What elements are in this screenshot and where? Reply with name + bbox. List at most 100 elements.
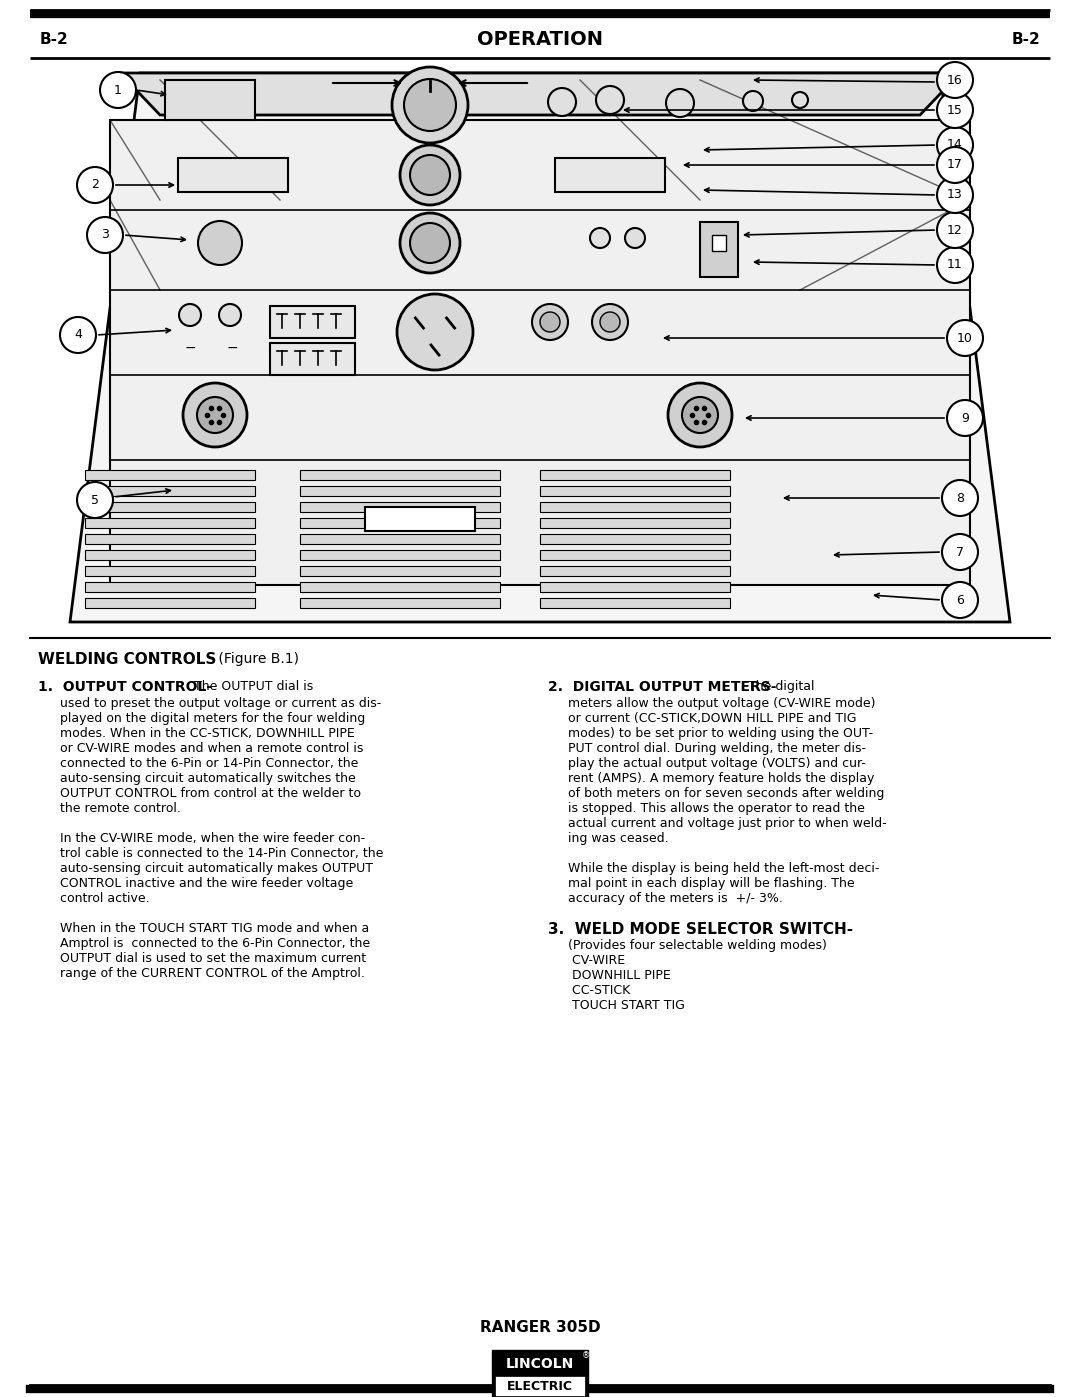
Text: PUT control dial. During welding, the meter dis-: PUT control dial. During welding, the me…: [568, 742, 866, 754]
Circle shape: [625, 228, 645, 249]
Circle shape: [937, 147, 973, 183]
Bar: [85, 502, 255, 511]
Text: play the actual output voltage (VOLTS) and cur-: play the actual output voltage (VOLTS) a…: [568, 757, 866, 770]
Circle shape: [596, 87, 624, 115]
Text: is stopped. This allows the operator to read the: is stopped. This allows the operator to …: [568, 802, 865, 814]
Circle shape: [183, 383, 247, 447]
Text: (Figure B.1): (Figure B.1): [214, 652, 299, 666]
Text: 10: 10: [957, 331, 973, 345]
Text: modes) to be set prior to welding using the OUT-: modes) to be set prior to welding using …: [568, 726, 873, 740]
Bar: [85, 566, 255, 576]
Circle shape: [666, 89, 694, 117]
Bar: [495, 1376, 585, 1396]
Bar: [300, 486, 500, 496]
Text: B-2: B-2: [1011, 32, 1040, 47]
Circle shape: [410, 224, 450, 263]
Bar: [540, 502, 730, 511]
Text: While the display is being held the left-most deci-: While the display is being held the left…: [568, 862, 879, 875]
Text: Amptrol is  connected to the 6-Pin Connector, the: Amptrol is connected to the 6-Pin Connec…: [60, 937, 370, 950]
Text: 7: 7: [956, 545, 964, 559]
Text: 1: 1: [114, 84, 122, 96]
Text: CV-WIRE: CV-WIRE: [568, 954, 625, 967]
Text: connected to the 6-Pin or 14-Pin Connector, the: connected to the 6-Pin or 14-Pin Connect…: [60, 757, 359, 770]
Polygon shape: [70, 73, 1010, 622]
Circle shape: [937, 247, 973, 284]
Bar: [365, 507, 475, 531]
Circle shape: [400, 212, 460, 272]
Bar: [712, 235, 726, 251]
Text: used to preset the output voltage or current as dis-: used to preset the output voltage or cur…: [60, 697, 381, 710]
Text: 9: 9: [961, 412, 969, 425]
Text: −: −: [226, 341, 238, 355]
Text: OPERATION: OPERATION: [477, 29, 603, 49]
Bar: [540, 566, 730, 576]
Text: 4: 4: [75, 328, 82, 341]
Text: OUTPUT dial is used to set the maximum current: OUTPUT dial is used to set the maximum c…: [60, 951, 366, 965]
Circle shape: [219, 305, 241, 326]
Text: 6: 6: [956, 594, 964, 606]
Circle shape: [60, 317, 96, 353]
Circle shape: [592, 305, 627, 339]
Text: OUTPUT CONTROL from control at the welder to: OUTPUT CONTROL from control at the welde…: [60, 787, 361, 800]
Text: 3: 3: [102, 229, 109, 242]
Text: mal point in each display will be flashing. The: mal point in each display will be flashi…: [568, 877, 854, 890]
Circle shape: [947, 320, 983, 356]
Circle shape: [942, 534, 978, 570]
Text: trol cable is connected to the 14-Pin Connector, the: trol cable is connected to the 14-Pin Co…: [60, 847, 383, 861]
Text: or current (CC-STICK,DOWN HILL PIPE and TIG: or current (CC-STICK,DOWN HILL PIPE and …: [568, 712, 856, 725]
Text: the remote control.: the remote control.: [60, 802, 180, 814]
Circle shape: [669, 383, 732, 447]
Bar: [700, 222, 738, 277]
Text: In the CV-WIRE mode, when the wire feeder con-: In the CV-WIRE mode, when the wire feede…: [60, 833, 365, 845]
Bar: [85, 583, 255, 592]
Text: RANGER 305D: RANGER 305D: [480, 1320, 600, 1336]
Bar: [555, 158, 665, 191]
Circle shape: [397, 293, 473, 370]
Text: meters allow the output voltage (CV-WIRE mode): meters allow the output voltage (CV-WIRE…: [568, 697, 876, 710]
Bar: [300, 518, 500, 528]
Text: The digital: The digital: [748, 680, 814, 693]
Text: modes. When in the CC-STICK, DOWNHILL PIPE: modes. When in the CC-STICK, DOWNHILL PI…: [60, 726, 354, 740]
Bar: [85, 550, 255, 560]
Circle shape: [100, 73, 136, 108]
Text: The OUTPUT dial is: The OUTPUT dial is: [186, 680, 313, 693]
Text: CONTROL inactive and the wire feeder voltage: CONTROL inactive and the wire feeder vol…: [60, 877, 353, 890]
Circle shape: [937, 212, 973, 249]
Circle shape: [548, 88, 576, 116]
Bar: [165, 80, 255, 120]
Text: 17: 17: [947, 158, 963, 172]
Circle shape: [681, 397, 718, 433]
Text: CC-STICK: CC-STICK: [568, 983, 631, 997]
Bar: [540, 469, 730, 481]
Bar: [300, 502, 500, 511]
Circle shape: [942, 481, 978, 515]
Text: 1.  OUTPUT CONTROL-: 1. OUTPUT CONTROL-: [38, 680, 212, 694]
Text: B-2: B-2: [40, 32, 69, 47]
Text: or CV-WIRE modes and when a remote control is: or CV-WIRE modes and when a remote contr…: [60, 742, 363, 754]
Bar: [300, 550, 500, 560]
Circle shape: [937, 92, 973, 129]
Bar: [110, 120, 970, 585]
Circle shape: [77, 168, 113, 203]
Circle shape: [942, 583, 978, 617]
Circle shape: [590, 228, 610, 249]
Circle shape: [77, 482, 113, 518]
Circle shape: [198, 221, 242, 265]
Text: 14: 14: [947, 138, 963, 151]
Text: 13: 13: [947, 189, 963, 201]
Bar: [85, 469, 255, 481]
Circle shape: [179, 305, 201, 326]
Bar: [540, 550, 730, 560]
Text: 12: 12: [947, 224, 963, 236]
Circle shape: [937, 61, 973, 98]
Text: DOWNHILL PIPE: DOWNHILL PIPE: [568, 970, 671, 982]
Bar: [270, 306, 355, 338]
Bar: [30, 66, 1050, 630]
Text: control active.: control active.: [60, 893, 150, 905]
Text: auto-sensing circuit automatically makes OUTPUT: auto-sensing circuit automatically makes…: [60, 862, 373, 875]
Bar: [270, 344, 355, 374]
Text: 2: 2: [91, 179, 99, 191]
Bar: [300, 469, 500, 481]
Text: 16: 16: [947, 74, 963, 87]
Bar: [492, 1350, 588, 1397]
